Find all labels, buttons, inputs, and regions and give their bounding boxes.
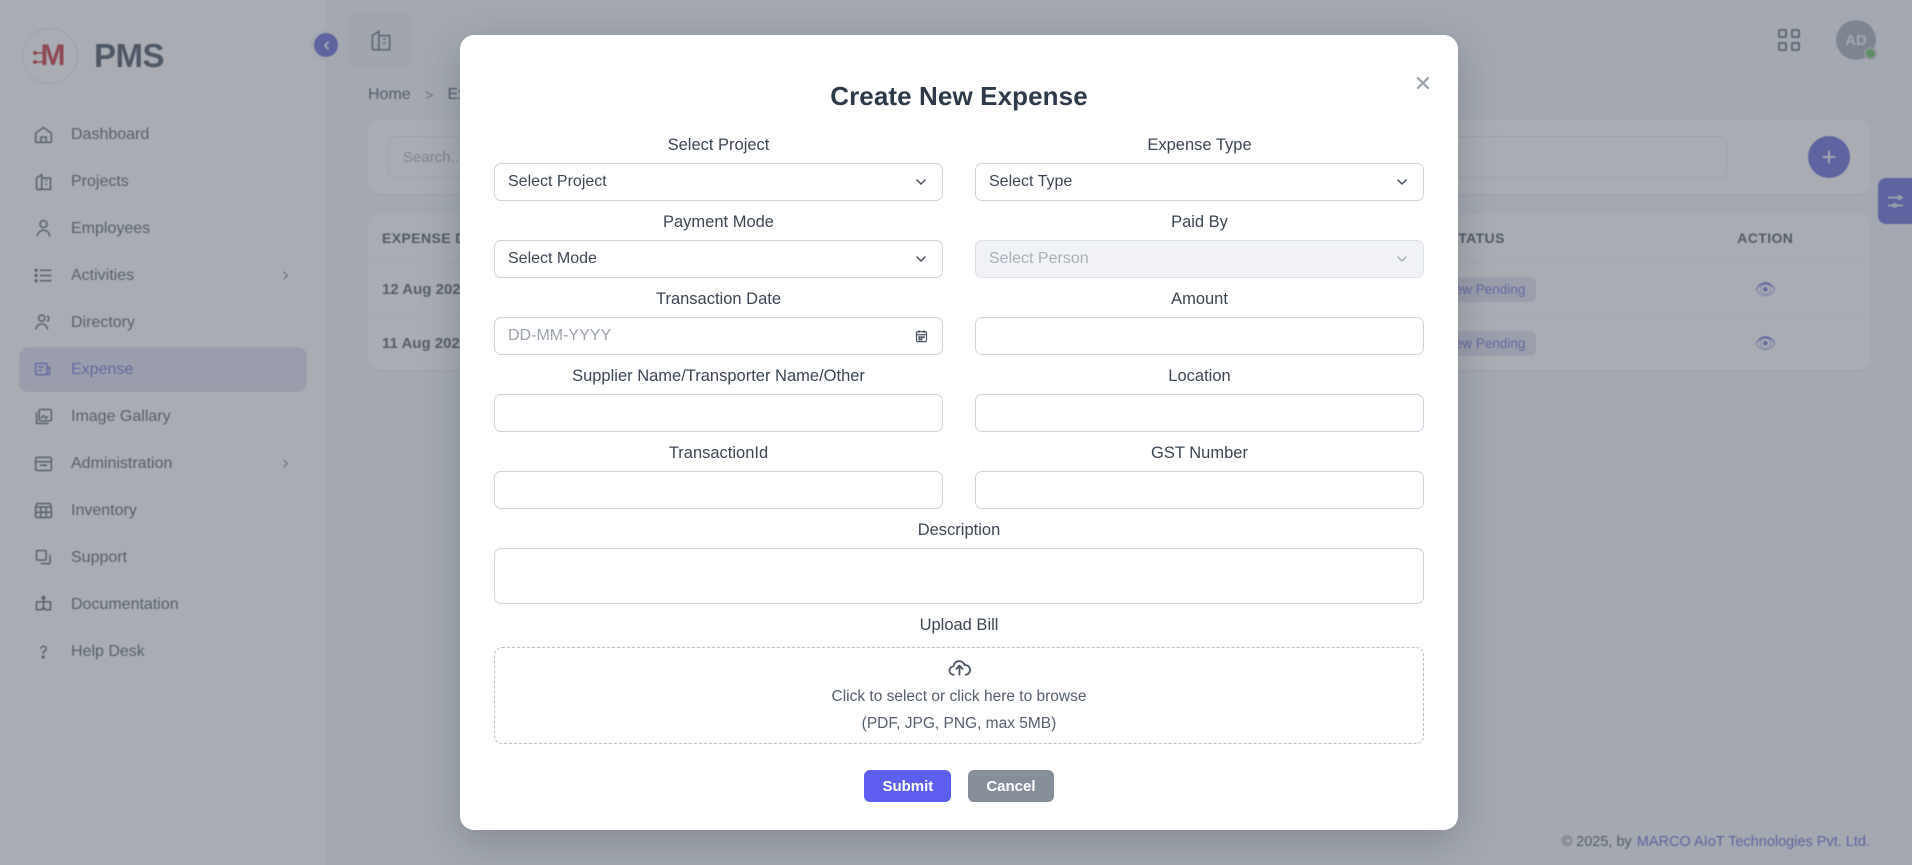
expense-form: Select Project Select Project Expense Ty…	[494, 124, 1424, 744]
field-gst-number: GST Number	[975, 432, 1424, 509]
field-description: Description	[494, 509, 1424, 604]
select-project-value: Select Project	[508, 173, 607, 190]
cloud-upload-icon	[948, 660, 971, 676]
expense-type-value: Select Type	[989, 173, 1073, 190]
field-location: Location	[975, 355, 1424, 432]
upload-bill-dropzone[interactable]: Click to select or click here to browse …	[494, 647, 1424, 744]
field-select-project: Select Project Select Project	[494, 124, 943, 201]
paid-by-dropdown[interactable]: Select Person	[975, 240, 1424, 278]
label-amount: Amount	[1171, 290, 1228, 308]
label-location: Location	[1168, 367, 1231, 385]
amount-input[interactable]	[975, 317, 1424, 355]
payment-mode-value: Select Mode	[508, 250, 597, 267]
field-transaction-date: Transaction Date DD-MM-YYYY	[494, 278, 943, 355]
modal-actions: Submit Cancel	[494, 744, 1424, 802]
label-supplier-name: Supplier Name/Transporter Name/Other	[572, 367, 865, 385]
cancel-button[interactable]: Cancel	[968, 770, 1054, 802]
label-gst-number: GST Number	[1151, 444, 1248, 462]
transaction-id-input[interactable]	[494, 471, 943, 509]
location-input[interactable]	[975, 394, 1424, 432]
create-expense-modal: ✕ Create New Expense Select Project Sele…	[460, 35, 1458, 830]
chevron-down-icon	[1394, 174, 1410, 190]
chevron-down-icon	[913, 174, 929, 190]
field-expense-type: Expense Type Select Type	[975, 124, 1424, 201]
upload-hint-line2: (PDF, JPG, PNG, max 5MB)	[861, 715, 1057, 732]
field-amount: Amount	[975, 278, 1424, 355]
transaction-date-input[interactable]: DD-MM-YYYY	[494, 317, 943, 355]
label-paid-by: Paid By	[1171, 213, 1228, 231]
calendar-icon[interactable]	[914, 328, 929, 344]
label-upload-bill: Upload Bill	[919, 616, 999, 634]
field-supplier-name: Supplier Name/Transporter Name/Other	[494, 355, 943, 432]
expense-type-dropdown[interactable]: Select Type	[975, 163, 1424, 201]
label-payment-mode: Payment Mode	[663, 213, 774, 231]
label-select-project: Select Project	[667, 136, 770, 154]
transaction-date-placeholder: DD-MM-YYYY	[508, 327, 612, 344]
label-expense-type: Expense Type	[1147, 136, 1252, 154]
label-transaction-date: Transaction Date	[655, 290, 782, 308]
select-project-dropdown[interactable]: Select Project	[494, 163, 943, 201]
payment-mode-dropdown[interactable]: Select Mode	[494, 240, 943, 278]
gst-number-input[interactable]	[975, 471, 1424, 509]
submit-button[interactable]: Submit	[864, 770, 952, 802]
supplier-name-input[interactable]	[494, 394, 943, 432]
chevron-down-icon	[913, 251, 929, 267]
close-icon[interactable]: ✕	[1406, 67, 1440, 101]
field-paid-by: Paid By Select Person	[975, 201, 1424, 278]
paid-by-value: Select Person	[989, 250, 1089, 267]
chevron-down-icon	[1394, 251, 1410, 267]
label-transaction-id: TransactionId	[668, 444, 769, 462]
label-description: Description	[917, 521, 1001, 539]
description-textarea[interactable]	[494, 548, 1424, 604]
modal-title: Create New Expense	[830, 81, 1088, 111]
field-payment-mode: Payment Mode Select Mode	[494, 201, 943, 278]
field-transaction-id: TransactionId	[494, 432, 943, 509]
upload-hint-line1: Click to select or click here to browse	[831, 688, 1087, 706]
field-upload-bill: Upload Bill Click to select or click her…	[494, 604, 1424, 744]
